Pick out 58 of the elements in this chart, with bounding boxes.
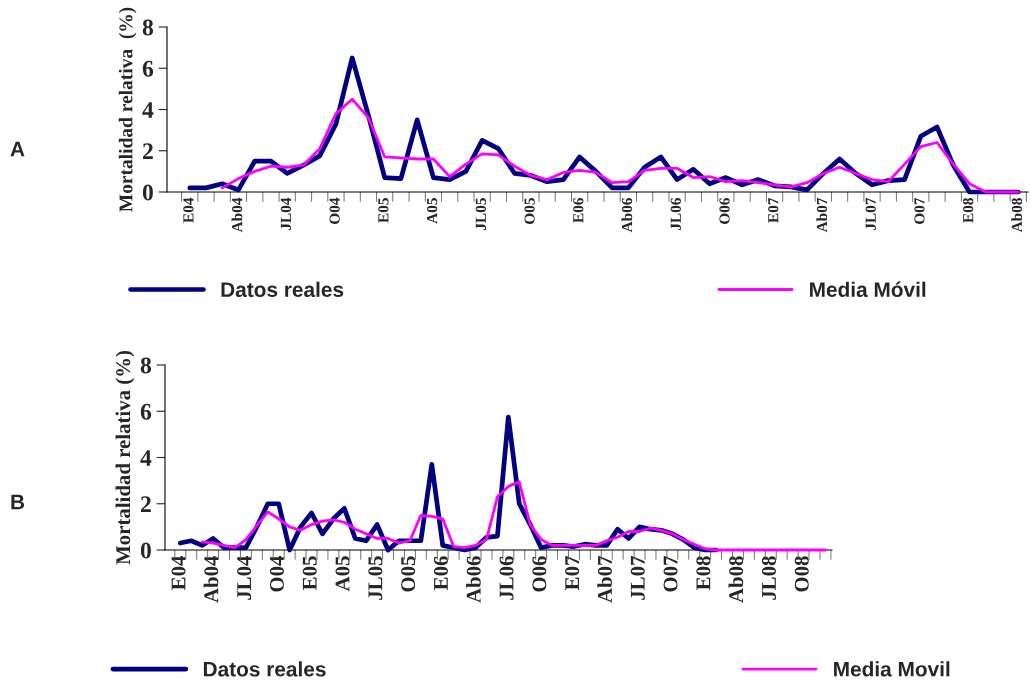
legend-label: Datos reales <box>221 281 344 297</box>
x-tick-label: E08 <box>963 198 974 223</box>
x-tick-label: JL05 <box>475 198 486 230</box>
x-tick-label: A05 <box>426 198 438 224</box>
x-tick-label: Ab06 <box>466 556 481 603</box>
x-tick-label: E07 <box>565 556 580 590</box>
x-tick-label: E04 <box>171 555 186 590</box>
x-tick-label: E06 <box>573 198 584 223</box>
x-tick-label: Ab07 <box>816 197 828 233</box>
x-tick-label: O04 <box>329 197 340 224</box>
legend-label: Datos reales <box>203 661 326 677</box>
x-tick-label: O05 <box>401 556 416 592</box>
y-tick-label: 2 <box>142 143 153 159</box>
x-tick-label: E08 <box>696 556 711 590</box>
x-tick-label: O05 <box>524 198 535 224</box>
x-tick-label: JL04 <box>237 555 252 600</box>
x-tick-label: O06 <box>719 198 730 224</box>
x-tick-label: JL07 <box>865 197 876 230</box>
y-tick-label: 2 <box>140 496 151 512</box>
x-tick-label: O04 <box>269 555 284 592</box>
x-tick-label: JL04 <box>280 197 292 230</box>
y-tick-label: 0 <box>140 542 151 559</box>
legend-label: Media Móvil <box>810 281 926 297</box>
x-tick-label: JL06 <box>670 198 681 230</box>
line-series <box>200 480 827 552</box>
x-tick-label: O08 <box>794 556 809 592</box>
x-tick-label: JL05 <box>368 556 383 600</box>
x-tick-label: E04 <box>183 197 194 223</box>
x-tick-label: O07 <box>914 197 925 224</box>
x-tick-label: O07 <box>663 556 678 592</box>
x-tick-label: E05 <box>378 198 389 223</box>
x-tick-label: E06 <box>433 556 448 590</box>
x-tick-label: E05 <box>302 556 317 590</box>
y-tick-label: 6 <box>140 403 152 420</box>
y-tick-label: 8 <box>142 19 154 36</box>
x-tick-label: JL07 <box>630 556 645 600</box>
x-tick-label: O06 <box>532 556 547 592</box>
x-tick-label: Ab07 <box>597 556 612 603</box>
x-tick-label: Ab06 <box>621 198 633 233</box>
x-tick-label: Ab08 <box>728 556 744 603</box>
y-tick-label: 8 <box>140 357 152 374</box>
x-tick-label: E07 <box>768 197 779 223</box>
y-tick-label: 6 <box>142 60 154 77</box>
text: B <box>11 494 25 510</box>
y-tick-label: 4 <box>142 102 154 118</box>
legend-label: Media Movil <box>834 661 950 677</box>
y-tick-label: 4 <box>140 450 152 466</box>
x-tick-label: Ab04 <box>231 197 243 233</box>
x-tick-label: Ab08 <box>1011 198 1023 233</box>
x-tick-label: JL08 <box>761 556 776 600</box>
x-tick-label: JL06 <box>499 556 514 600</box>
y-axis-title: Mortalidad relativa (%) <box>118 7 137 212</box>
x-tick-label: A05 <box>335 556 350 592</box>
line-series <box>220 97 1020 194</box>
y-tick-label: 0 <box>142 184 153 201</box>
text: A <box>10 141 25 157</box>
x-tick-label: Ab04 <box>203 555 219 603</box>
y-axis-title: Mortalidad relativa (%) <box>115 350 135 565</box>
